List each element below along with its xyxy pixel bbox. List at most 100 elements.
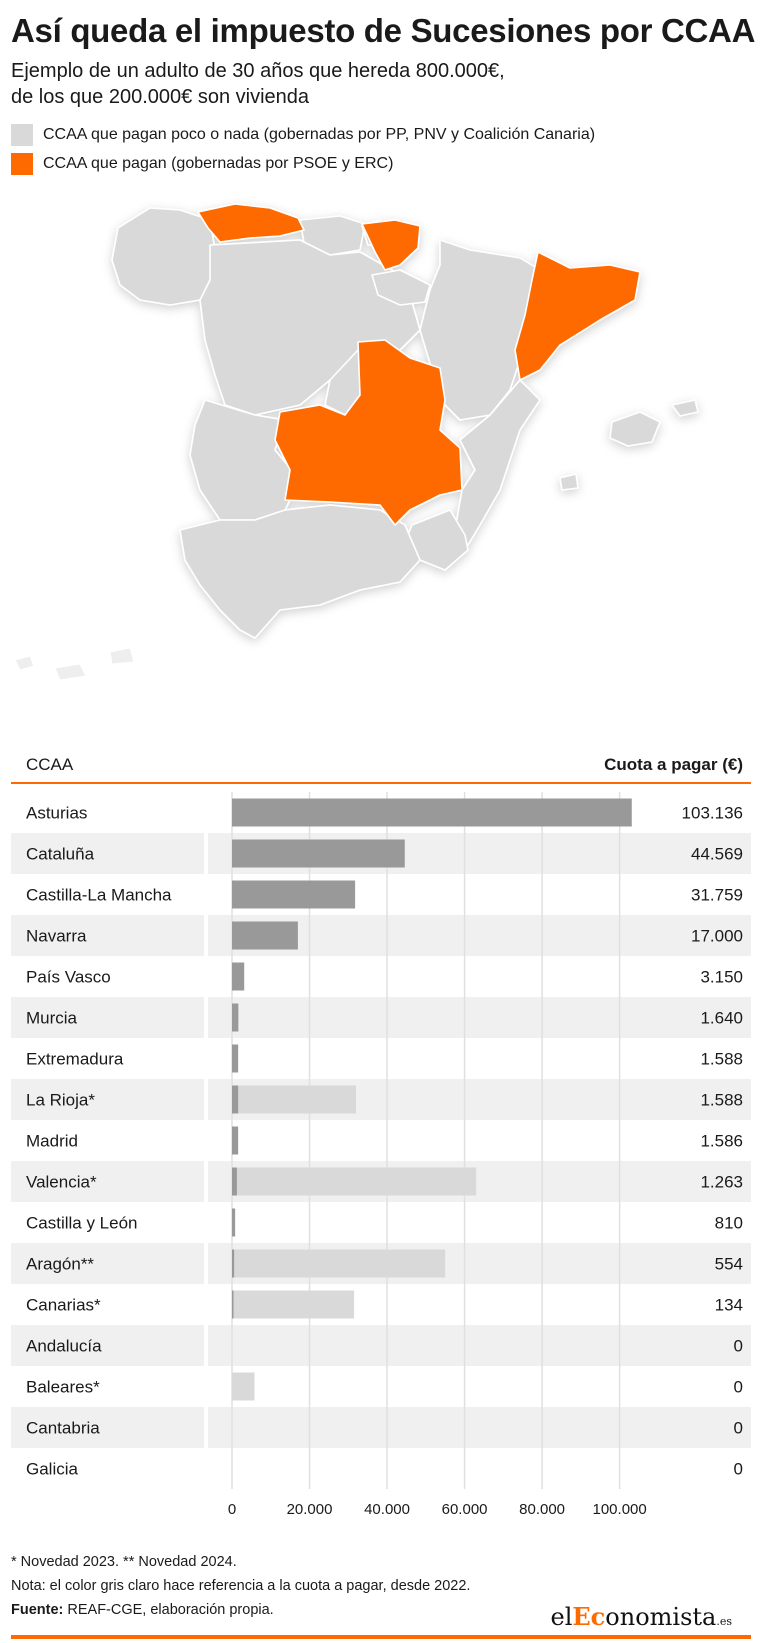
spain-map (14, 203, 699, 681)
map-region-baleares-menorca (671, 399, 699, 417)
footnote-source: Fuente: REAF-CGE, elaboración propia. (11, 1598, 470, 1622)
bar-previous (232, 1085, 357, 1114)
map-region-baleares-mallorca (609, 411, 661, 447)
row-band (11, 1325, 751, 1366)
legend-item-orange: CCAA que pagan (gobernadas por PSOE y ER… (11, 153, 595, 175)
row-band (11, 915, 751, 956)
table-header: CCAA Cuota a pagar (€) (11, 755, 751, 783)
row-band (11, 1407, 751, 1448)
value-label: 0 (734, 1419, 743, 1438)
logo-suffix: .es (716, 1615, 732, 1628)
category-label: Baleares* (26, 1378, 100, 1397)
category-label: Navarra (26, 927, 87, 946)
value-label: 44.569 (691, 845, 743, 864)
x-tick-label: 20.000 (287, 1501, 333, 1518)
category-label: Murcia (26, 1009, 78, 1028)
category-label: Canarias* (26, 1296, 101, 1315)
x-tick-label: 60.000 (442, 1501, 488, 1518)
category-label: Extremadura (26, 1050, 124, 1069)
bottom-rule (11, 1635, 751, 1639)
category-label: Cantabria (26, 1419, 100, 1438)
value-label: 0 (734, 1378, 743, 1397)
value-label: 1.588 (700, 1050, 743, 1069)
legend-swatch-orange (11, 153, 33, 175)
footnote-novedad: * Novedad 2023. ** Novedad 2024. (11, 1554, 237, 1570)
x-tick-label: 80.000 (519, 1501, 565, 1518)
header-rule (11, 782, 751, 784)
value-label: 1.263 (700, 1173, 743, 1192)
x-tick-label: 40.000 (364, 1501, 410, 1518)
bar-current (232, 1290, 234, 1319)
row-band (11, 997, 751, 1038)
bar-current (232, 1167, 237, 1196)
map-region-castilla-la-mancha (274, 339, 463, 526)
category-label: Cataluña (26, 845, 95, 864)
map-region-valencia (454, 379, 541, 546)
x-tick-label: 0 (228, 1501, 236, 1518)
value-label: 1.586 (700, 1132, 743, 1151)
category-label: Madrid (26, 1132, 78, 1151)
map-region-asturias (197, 203, 305, 243)
logo-highlight: Ec (572, 1602, 606, 1631)
x-tick-label: 100.000 (593, 1501, 647, 1518)
bar-current (232, 1003, 239, 1032)
bar-current (232, 798, 632, 827)
value-label: 3.150 (700, 968, 743, 987)
column-separator (204, 792, 208, 1489)
legend-label-orange: CCAA que pagan (gobernadas por PSOE y ER… (43, 155, 394, 172)
bar-current (232, 921, 298, 950)
bar-current (232, 1085, 239, 1114)
category-label: Asturias (26, 804, 87, 823)
value-label: 810 (715, 1214, 743, 1233)
map-region-cataluna (514, 251, 641, 381)
legend-item-gray: CCAA que pagan poco o nada (gobernadas p… (11, 124, 595, 146)
value-label: 554 (715, 1255, 743, 1274)
category-label: Aragón** (26, 1255, 94, 1274)
chart-title: Así queda el impuesto de Sucesiones por … (11, 12, 756, 49)
value-label: 103.136 (682, 804, 743, 823)
map-region-la-rioja (371, 269, 431, 306)
category-label: Andalucía (26, 1337, 102, 1356)
value-label: 1.588 (700, 1091, 743, 1110)
row-band (11, 1079, 751, 1120)
legend-swatch-gray (11, 124, 33, 146)
map-region-baleares-ibiza (559, 473, 579, 491)
category-label: Castilla-La Mancha (26, 886, 172, 905)
map-region-navarra (361, 219, 421, 271)
bar-current (232, 1208, 236, 1237)
subtitle-line-1: Ejemplo de un adulto de 30 años que here… (11, 60, 505, 82)
map-region-canarias (14, 647, 135, 681)
source-text: REAF-CGE, elaboración propia. (63, 1602, 274, 1618)
category-label: Castilla y León (26, 1214, 138, 1233)
eleconomista-logo: elEconomista.es (550, 1602, 732, 1631)
source-label: Fuente: (11, 1602, 64, 1618)
map-region-andalucia (179, 504, 421, 639)
column-header-ccaa: CCAA (26, 755, 74, 774)
bar-current (232, 839, 405, 868)
logo-prefix: el (550, 1603, 573, 1631)
bar-current (232, 1249, 235, 1278)
bar-current (232, 880, 356, 909)
chart-subtitle: Ejemplo de un adulto de 30 años que here… (11, 58, 751, 110)
bar-current (232, 1044, 239, 1073)
value-label: 0 (734, 1337, 743, 1356)
value-label: 31.759 (691, 886, 743, 905)
category-label: La Rioja* (26, 1091, 95, 1110)
footnotes: * Novedad 2023. ** Novedad 2024. Nota: e… (11, 1550, 470, 1622)
footnote-nota: Nota: el color gris claro hace referenci… (11, 1578, 471, 1594)
value-label: 0 (734, 1460, 743, 1479)
value-label: 134 (715, 1296, 743, 1315)
bar-current (232, 962, 245, 991)
legend-label-gray: CCAA que pagan poco o nada (gobernadas p… (43, 126, 596, 143)
legend: CCAA que pagan poco o nada (gobernadas p… (11, 124, 595, 182)
subtitle-line-2: de los que 200.000€ son vivienda (11, 86, 310, 108)
category-label: Valencia* (26, 1173, 97, 1192)
bar-previous (232, 1249, 446, 1278)
logo-rest: onomista (605, 1603, 717, 1631)
bar-previous (232, 1372, 255, 1401)
category-label: País Vasco (26, 968, 111, 987)
category-label: Galicia (26, 1460, 79, 1479)
value-label: 1.640 (700, 1009, 743, 1028)
bar-current (232, 1126, 239, 1155)
